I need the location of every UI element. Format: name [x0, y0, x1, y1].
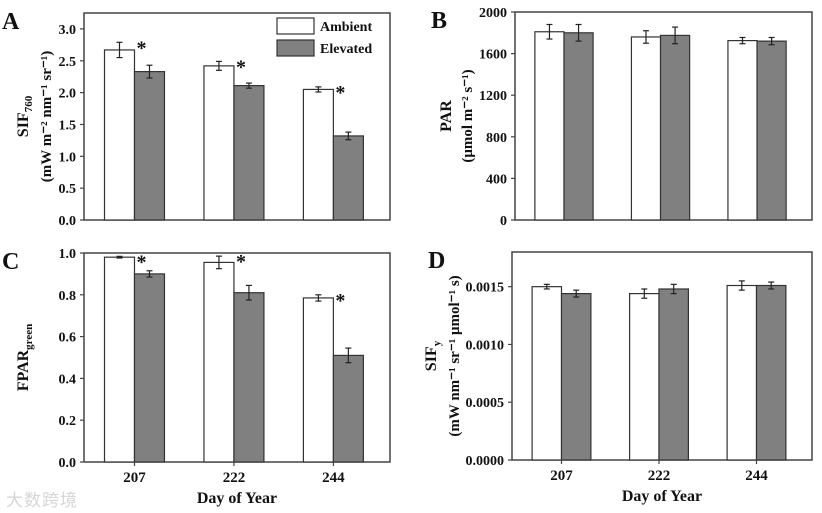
- significance-star: *: [335, 82, 345, 104]
- bar-ambient-244: [302, 297, 334, 463]
- y-tick-label: 0.5: [59, 182, 77, 197]
- x-axis-label: Day of Year: [197, 490, 277, 507]
- y-tick-label: 2.0: [59, 87, 77, 102]
- y-axis-label: SIFy: [423, 340, 443, 371]
- x-tick-label: 244: [745, 468, 768, 484]
- bar-ambient-207: [534, 31, 565, 221]
- watermark: 大数跨境: [6, 491, 78, 511]
- x-tick-label: 244: [322, 470, 345, 486]
- y-tick-label: 1.5: [59, 118, 77, 133]
- bar-elevated-222: [233, 292, 265, 463]
- y-tick-label: 400: [486, 172, 507, 187]
- y-tick-label: 0.0000: [466, 454, 505, 469]
- bar-ambient-207: [103, 256, 136, 463]
- panel-d: D 0.0000 0.0005 0.0010 0.0015 207 222 244 Day of…: [423, 248, 813, 505]
- bar-elevated-244: [755, 284, 787, 461]
- y-tick-label: 800: [486, 131, 507, 146]
- y-axis-label: FPARgreen: [15, 324, 35, 392]
- panel-b: B 0 400 800 1200 1600 2000 PAR (μmol m⁻² s⁻¹): [431, 6, 813, 229]
- y-tick-label: 1200: [479, 89, 507, 104]
- bar-elevated-244: [332, 135, 364, 221]
- y-tick-label: 1.0: [59, 150, 77, 165]
- bar-ambient-222: [203, 261, 235, 463]
- significance-star: *: [236, 56, 246, 78]
- significance-star: *: [136, 251, 146, 273]
- y-tick-label: 1.0: [59, 247, 77, 262]
- bar-ambient-244: [302, 88, 334, 221]
- bar-elevated-207: [133, 273, 166, 463]
- legend: Ambient Elevated: [276, 17, 372, 57]
- y-axis-unit: (mW m⁻² nm⁻¹ sr⁻¹): [39, 51, 55, 183]
- bar-elevated-222: [659, 34, 691, 221]
- y-tick-label: 0.2: [59, 414, 77, 429]
- x-axis-label: Day of Year: [622, 488, 702, 505]
- y-tick-label: 0.0010: [466, 338, 505, 353]
- x-tick-label: 207: [123, 470, 146, 486]
- bar-ambient-222: [630, 36, 662, 221]
- y-tick-label: 1600: [479, 48, 507, 63]
- y-tick-label: 0.0: [59, 214, 77, 229]
- panel-letter: C: [2, 249, 19, 275]
- y-tick-label: 0.8: [59, 289, 77, 304]
- bar-elevated-207: [563, 32, 594, 221]
- y-tick-label: 0.4: [59, 372, 77, 387]
- legend-label: Elevated: [320, 42, 372, 57]
- panel-c: C 0.0 0.2 0.4 0.6 0.8 1.0 * 207 * 222 * 244 Day of Ye…: [2, 247, 391, 507]
- y-label-main: SIF: [423, 346, 440, 371]
- y-axis-unit: (μmol m⁻² s⁻¹): [460, 69, 476, 162]
- significance-star: *: [236, 251, 246, 273]
- y-tick-label: 0: [500, 214, 507, 229]
- y-tick-label: 2.5: [59, 55, 77, 70]
- legend-swatch-ambient: [276, 17, 315, 35]
- panel-letter: B: [431, 8, 447, 34]
- y-label-subscript: green: [23, 324, 35, 350]
- significance-star: *: [335, 290, 345, 312]
- y-axis-unit: (mW nm⁻¹ sr⁻¹ μmol⁻¹ s): [447, 275, 463, 436]
- y-label-main: SIF: [15, 112, 32, 137]
- y-label-main: PAR: [438, 100, 455, 132]
- bar-ambient-222: [203, 65, 235, 221]
- y-tick-label: 0.0: [59, 456, 77, 471]
- significance-star: *: [136, 37, 146, 59]
- x-tick-label: 222: [223, 470, 246, 486]
- y-label-subscript: y: [431, 340, 443, 346]
- bar-ambient-222: [628, 293, 660, 461]
- y-tick-label: 3.0: [59, 23, 77, 38]
- panel-letter: A: [2, 9, 20, 35]
- bar-ambient-244: [726, 284, 758, 461]
- bar-elevated-222: [658, 288, 689, 461]
- y-label-main: FPAR: [15, 349, 32, 391]
- y-tick-label: 2000: [479, 6, 507, 21]
- y-tick-label: 0.0005: [466, 396, 505, 411]
- y-label-subscript: 760: [23, 95, 35, 112]
- bar-elevated-222: [233, 85, 265, 221]
- bar-ambient-244: [727, 39, 758, 221]
- legend-label: Ambient: [320, 20, 372, 35]
- bar-elevated-244: [332, 354, 364, 463]
- panel-letter: D: [428, 248, 445, 274]
- y-tick-label: 0.0015: [466, 281, 505, 296]
- y-axis-label: PAR: [438, 100, 455, 132]
- x-tick-label: 222: [648, 468, 671, 484]
- panel-a: A0.00.51.01.52.02.53.0***SIF760 (mW m⁻² n…: [2, 9, 391, 229]
- legend-swatch-elevated: [276, 39, 315, 57]
- bar-elevated-244: [756, 40, 787, 221]
- bar-elevated-207: [133, 70, 166, 221]
- x-tick-label: 207: [550, 468, 573, 484]
- bar-ambient-207: [531, 286, 563, 461]
- bar-elevated-207: [560, 293, 592, 461]
- y-axis-label: SIF760: [15, 95, 35, 137]
- y-tick-label: 0.6: [59, 331, 77, 346]
- bar-ambient-207: [103, 49, 136, 221]
